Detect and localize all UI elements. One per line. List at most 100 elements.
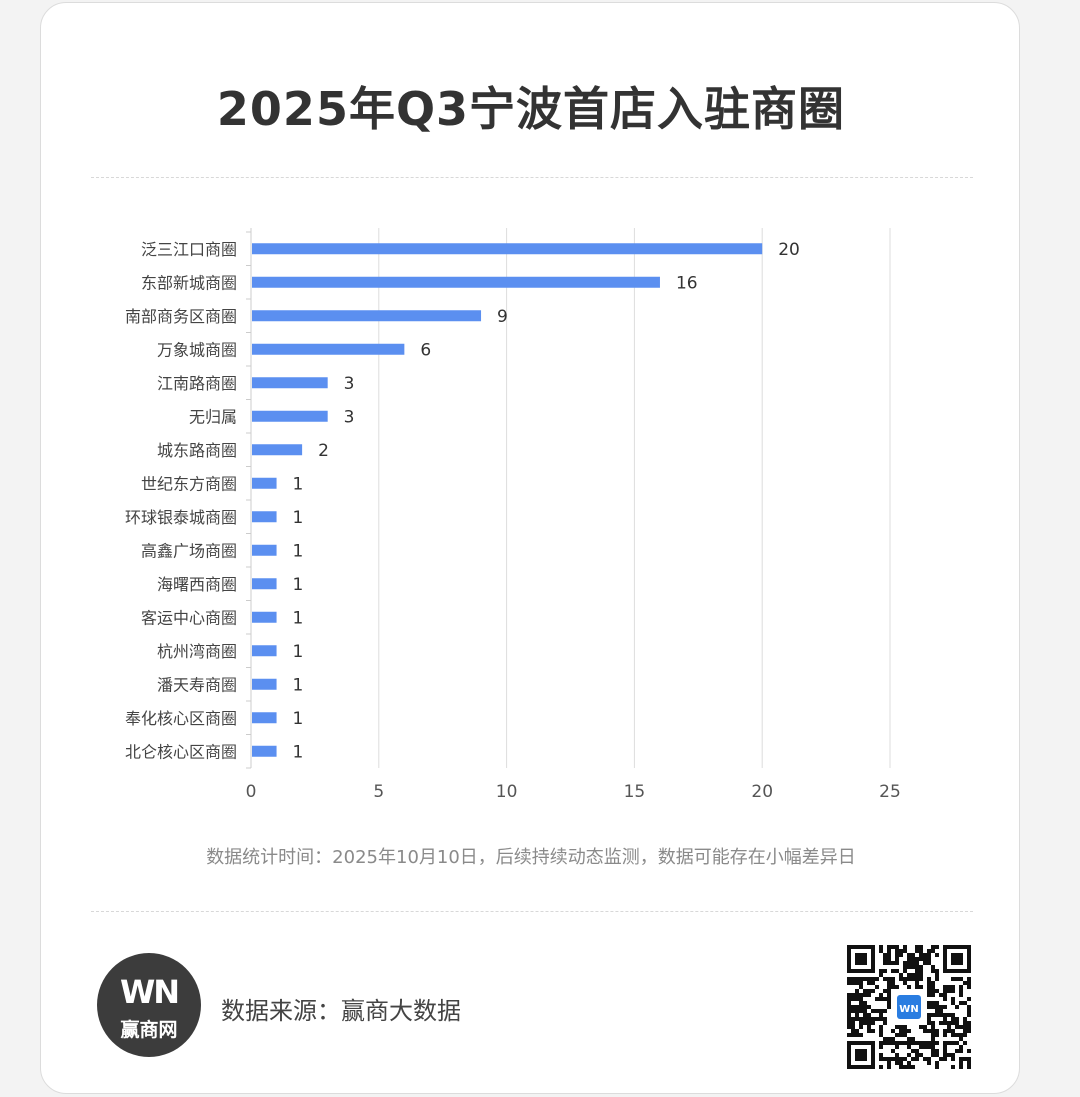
qr-module <box>895 1025 899 1029</box>
x-tick-label: 0 <box>246 782 257 802</box>
qr-module <box>887 1001 891 1005</box>
qr-module <box>939 993 943 997</box>
qr-module <box>935 1053 939 1057</box>
qr-module <box>895 985 899 989</box>
qr-module <box>859 997 863 1001</box>
qr-module <box>863 977 867 981</box>
qr-module <box>887 953 891 957</box>
qr-module <box>959 1001 963 1005</box>
qr-module <box>931 1033 935 1037</box>
data-label: 9 <box>497 307 508 327</box>
qr-module <box>919 985 923 989</box>
qr-module <box>963 1057 967 1061</box>
qr-module <box>883 1037 887 1041</box>
qr-module <box>967 1025 971 1029</box>
qr-module <box>923 1045 927 1049</box>
qr-module <box>931 989 935 993</box>
qr-module <box>951 977 955 981</box>
qr-module <box>879 1033 883 1037</box>
qr-module <box>859 977 863 981</box>
qr-module <box>863 989 867 993</box>
qr-module <box>899 1041 903 1045</box>
qr-module <box>935 945 939 949</box>
qr-module <box>851 1009 855 1013</box>
qr-module <box>935 969 939 973</box>
qr-module <box>887 1061 891 1065</box>
qr-module <box>967 1057 971 1061</box>
qr-module <box>919 957 923 961</box>
qr-module <box>875 997 879 1001</box>
qr-module <box>943 989 947 993</box>
qr-module <box>851 997 855 1001</box>
qr-module <box>915 973 919 977</box>
qr-module <box>863 1005 867 1009</box>
qr-module <box>891 1041 895 1045</box>
data-label: 1 <box>293 642 304 662</box>
qr-module <box>863 1001 867 1005</box>
qr-module <box>947 1053 951 1057</box>
qr-module <box>927 1029 931 1033</box>
qr-module <box>935 1005 939 1009</box>
data-label: 20 <box>778 240 800 260</box>
qr-module <box>879 949 883 953</box>
qr-module <box>903 949 907 953</box>
qr-module <box>899 1029 903 1033</box>
qr-module <box>927 1005 931 1009</box>
qr-module <box>935 989 939 993</box>
qr-module <box>895 1057 899 1061</box>
qr-module <box>943 1013 947 1017</box>
qr-module <box>867 989 871 993</box>
qr-module <box>899 949 903 953</box>
qr-module <box>931 1025 935 1029</box>
qr-module <box>887 981 891 985</box>
x-tick-label: 20 <box>751 782 773 802</box>
qr-module <box>879 969 883 973</box>
qr-module <box>847 1017 851 1021</box>
qr-module <box>907 977 911 981</box>
qr-module <box>915 1049 919 1053</box>
qr-module <box>907 953 911 957</box>
data-label: 3 <box>344 407 355 427</box>
qr-module <box>935 1049 939 1053</box>
chart-card: 2025年Q3宁波首店入驻商圈 泛三江口商圈 20 东部新城商圈 16 南部商务区商圈 9… <box>40 2 1020 1094</box>
qr-module <box>923 1057 927 1061</box>
qr-module <box>863 1009 867 1013</box>
qr-module <box>867 1005 871 1009</box>
qr-module <box>959 993 963 997</box>
qr-module <box>931 1001 935 1005</box>
qr-module <box>911 957 915 961</box>
qr-module <box>939 1057 943 1061</box>
bottom-divider <box>91 911 973 912</box>
qr-module <box>907 1053 911 1057</box>
qr-module <box>907 1065 911 1069</box>
qr-module <box>927 961 931 965</box>
qr-module <box>951 1033 955 1037</box>
qr-module <box>899 977 903 981</box>
qr-module <box>935 1033 939 1037</box>
qr-module <box>931 965 935 969</box>
qr-module <box>879 1013 883 1017</box>
qr-module <box>907 1041 911 1045</box>
qr-module <box>955 1021 959 1025</box>
qr-module <box>879 973 883 977</box>
qr-module <box>867 981 871 985</box>
qr-module <box>919 973 923 977</box>
qr-module <box>907 985 911 989</box>
qr-module <box>927 1045 931 1049</box>
qr-module <box>851 977 855 981</box>
qr-module <box>915 965 919 969</box>
qr-module <box>967 981 971 985</box>
data-label: 1 <box>293 742 304 762</box>
qr-module <box>943 1033 947 1037</box>
qr-module <box>951 1053 955 1057</box>
bar <box>252 511 277 523</box>
qr-module <box>927 1041 931 1045</box>
x-tick-label: 10 <box>496 782 518 802</box>
category-label: 高鑫广场商圈 <box>141 541 237 560</box>
qr-module <box>935 977 939 981</box>
bar <box>252 678 277 690</box>
qr-module <box>883 997 887 1001</box>
qr-module <box>951 1001 955 1005</box>
qr-module <box>911 961 915 965</box>
category-label: 杭州湾商圈 <box>157 642 237 661</box>
